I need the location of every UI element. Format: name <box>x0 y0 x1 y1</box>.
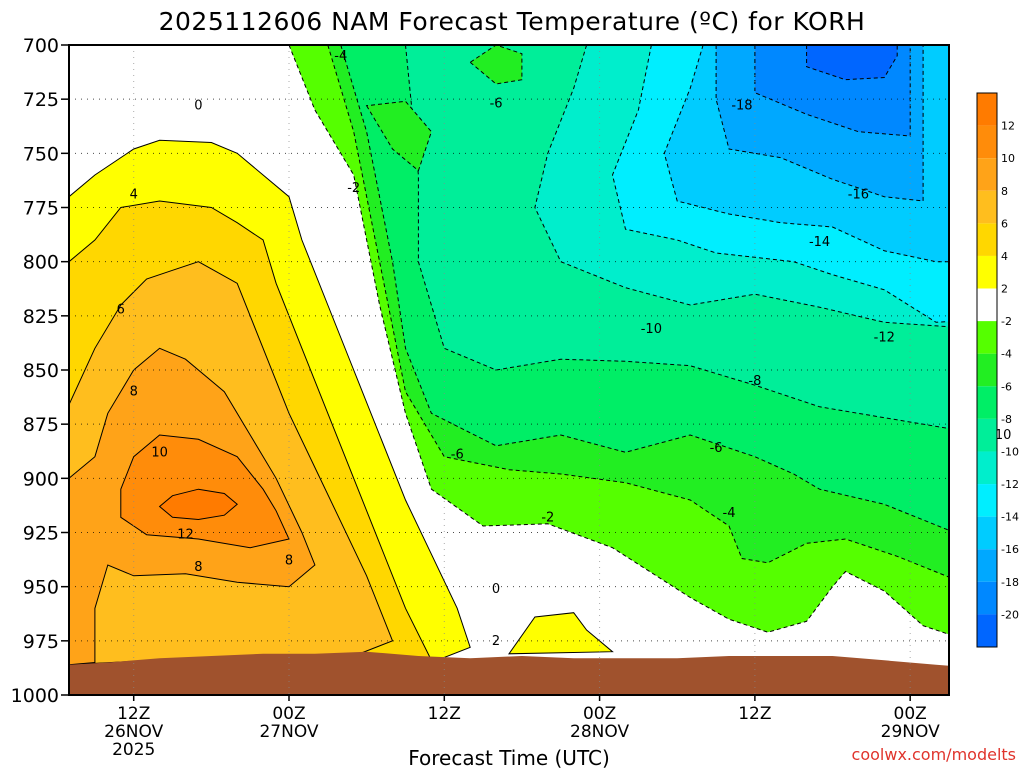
y-tick-label-900: 900 <box>23 468 59 490</box>
y-tick-label-775: 775 <box>23 198 59 220</box>
x-tick-label-48-1: 00Z <box>583 704 616 724</box>
y-tick-label-975: 975 <box>23 631 59 653</box>
colorbar-label-4: 4 <box>1001 250 1008 263</box>
temp-region-12 <box>469 45 523 85</box>
colorbar-frame <box>976 92 998 648</box>
y-tick-label-1000: 1000 <box>11 685 59 707</box>
x-tick-label-24-1: 00Z <box>272 704 305 724</box>
colorbar-label-12: -14 <box>1001 511 1019 524</box>
contour-label-22: -16 <box>848 188 869 203</box>
y-tick-label-725: 725 <box>23 89 59 111</box>
temp-region-13 <box>365 100 432 172</box>
y-tick-label-800: 800 <box>23 252 59 274</box>
x-tick-label-12-3: 2025 <box>112 740 155 760</box>
chart-title: 2025112606 NAM Forecast Temperature (ºC)… <box>159 7 866 36</box>
colorbar-swatch-6 <box>977 288 997 322</box>
colorbar-label-10: -10 <box>1001 445 1019 458</box>
contour-label-15: -6 <box>710 441 723 456</box>
colorbar-label-5: 2 <box>1001 283 1008 296</box>
colorbar-label-6: -2 <box>1001 315 1012 328</box>
contour-label-8: 12 <box>177 528 194 543</box>
colorbar-label-3: 6 <box>1001 217 1008 230</box>
contour-label-5: 6 <box>117 302 125 317</box>
colorbar-swatch-7 <box>977 321 997 354</box>
grid-layer <box>69 45 949 695</box>
contour-label-14: -6 <box>451 448 464 463</box>
x-tick-label-24-2: 27NOV <box>259 722 318 742</box>
contour-label-1: -4 <box>334 49 347 64</box>
terrain-surface <box>69 651 949 695</box>
colorbar-swatch-13 <box>977 516 997 550</box>
contour-label-17: -10 <box>641 322 662 337</box>
colorbar-label-0: 12 <box>1001 120 1015 133</box>
colorbar-swatch-2 <box>977 158 997 191</box>
contour-label-23: -18 <box>731 99 752 114</box>
contour-label-9: 8 <box>194 560 202 575</box>
x-tick-label-72-1: 00Z <box>894 704 927 724</box>
colorbar-label-15: -20 <box>1001 608 1019 621</box>
temperature-fill-layer <box>69 45 949 695</box>
colorbar-swatch-14 <box>977 549 997 582</box>
y-tick-label-850: 850 <box>23 360 59 382</box>
colorbar: 12 10 8 6 4 2 -2 -4 -6 -8 -10 -12 -14 -16 -18 -20 <box>976 92 1019 648</box>
x-tick-label-12-2: 26NOV <box>104 722 163 742</box>
temp-region-15 <box>508 612 614 655</box>
contour-label-19: -12 <box>874 331 895 346</box>
credit-text: coolwx.com/modelts <box>852 745 1016 764</box>
colorbar-label-1: 10 <box>1001 152 1015 165</box>
colorbar-label-2: 8 <box>1001 185 1008 198</box>
contour-label-10: 8 <box>285 554 293 569</box>
y-tick-label-750: 750 <box>23 143 59 165</box>
colorbar-swatch-10 <box>977 418 997 452</box>
terrain-layer <box>69 651 949 695</box>
y-tick-label-875: 875 <box>23 414 59 436</box>
y-tick-label-700: 700 <box>23 35 59 57</box>
colorbar-label-9: -8 <box>1001 413 1012 426</box>
colorbar-swatch-1 <box>977 125 997 159</box>
contour-label-12: 2 <box>492 634 500 649</box>
contour-label-3: -2 <box>347 181 360 196</box>
y-tick-label-950: 950 <box>23 577 59 599</box>
colorbar-label-8: -6 <box>1001 380 1012 393</box>
x-tick-label-48-2: 28NOV <box>570 722 629 742</box>
temp-region-10 <box>806 45 898 81</box>
contour-label-6: 8 <box>130 385 138 400</box>
colorbar-swatch-8 <box>977 353 997 387</box>
y-tick-label-925: 925 <box>23 523 59 545</box>
colorbar-label-11: -12 <box>1001 478 1019 491</box>
contour-label-0: 0 <box>194 99 202 114</box>
colorbar-swatch-9 <box>977 386 997 419</box>
x-tick-label-60-1: 12Z <box>738 704 771 724</box>
colorbar-swatch-11 <box>977 451 997 485</box>
colorbar-swatch-3 <box>977 190 997 224</box>
contour-label-2: -6 <box>490 97 503 112</box>
y-tick-label-825: 825 <box>23 306 59 328</box>
x-tick-label-12-1: 12Z <box>117 704 150 724</box>
contour-label-11: 0 <box>492 582 500 597</box>
x-axis-label: Forecast Time (UTC) <box>408 746 610 768</box>
colorbar-swatch-15 <box>977 581 997 615</box>
colorbar-label-14: -18 <box>1001 576 1019 589</box>
temp-region-20 <box>158 488 238 521</box>
contour-label-4: 4 <box>130 188 138 203</box>
contour-label-21: -14 <box>809 235 830 250</box>
colorbar-label-7: -4 <box>1001 348 1012 361</box>
colorbar-swatch-16 <box>977 614 997 647</box>
colorbar-swatch-5 <box>977 255 997 289</box>
x-tick-label-36-1: 12Z <box>428 704 461 724</box>
y-axis: 700 725 750 775 800 825 850 875 900 925 950 975 1000 <box>11 35 69 707</box>
x-tick-label-72-2: 29NOV <box>881 722 940 742</box>
colorbar-swatch-0 <box>977 93 997 126</box>
colorbar-swatch-4 <box>977 223 997 256</box>
contour-label-13: -2 <box>541 510 554 525</box>
contour-label-7: 10 <box>151 445 168 460</box>
colorbar-label-13: -16 <box>1001 543 1019 556</box>
colorbar-swatch-12 <box>977 484 997 517</box>
contour-label-16: -8 <box>748 374 761 389</box>
contour-label-18: -4 <box>723 506 736 521</box>
